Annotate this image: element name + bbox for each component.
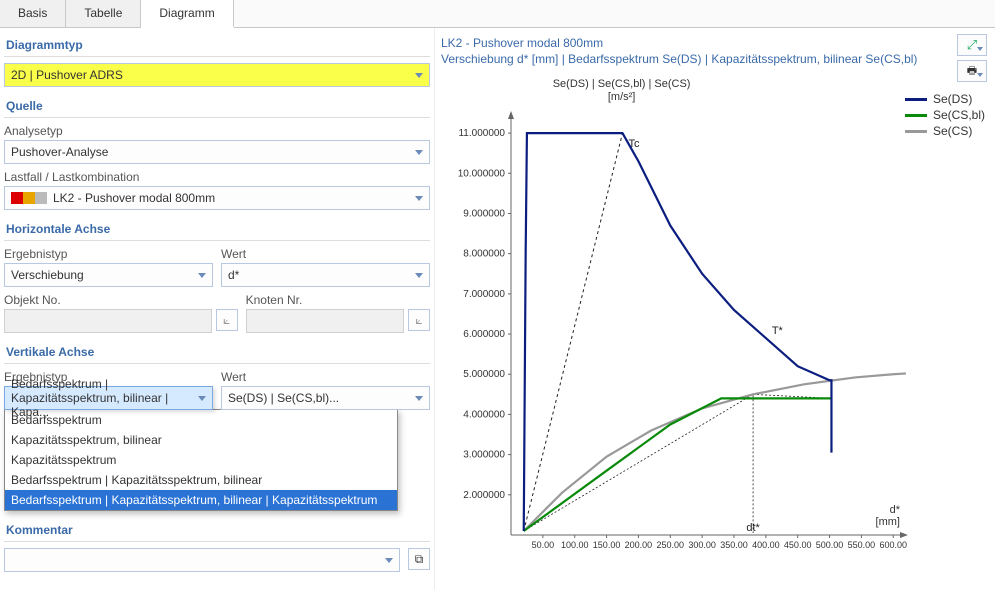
- svg-text:200.00: 200.00: [625, 540, 653, 550]
- legend-label-1: Se(CS,bl): [933, 108, 985, 122]
- right-panel: LK2 - Pushover modal 800mm Verschiebung …: [435, 28, 995, 590]
- tab-basis[interactable]: Basis: [0, 0, 66, 27]
- svg-text:500.00: 500.00: [816, 540, 844, 550]
- chart-title: LK2 - Pushover modal 800mm Verschiebung …: [441, 34, 987, 73]
- chart-title-line1: LK2 - Pushover modal 800mm: [441, 36, 987, 52]
- v-wert-value: Se(DS) | Se(CS,bl)...: [228, 391, 339, 405]
- pointer-icon: ⟀: [415, 313, 422, 328]
- svg-text:Se(DS) | Se(CS,bl) | Se(CS): Se(DS) | Se(CS,bl) | Se(CS): [553, 78, 691, 90]
- lastfall-chips: [11, 192, 47, 204]
- h-wert-value: d*: [228, 268, 239, 282]
- chart-legend: Se(DS) Se(CS,bl) Se(CS): [905, 92, 985, 140]
- legend-item-1: Se(CS,bl): [905, 108, 985, 122]
- svg-text:[mm]: [mm]: [876, 516, 900, 528]
- lastfall-label: Lastfall / Lastkombination: [4, 170, 430, 184]
- left-panel: Diagrammtyp 2D | Pushover ADRS Quelle An…: [0, 28, 435, 590]
- svg-text:T*: T*: [772, 325, 784, 337]
- svg-text:400.00: 400.00: [752, 540, 780, 550]
- knoten-pick-button: ⟀: [408, 309, 430, 331]
- legend-swatch-0: [905, 98, 927, 101]
- knoten-label: Knoten Nr.: [246, 293, 430, 307]
- svg-text:11.000000: 11.000000: [458, 128, 505, 139]
- h-wert-select[interactable]: d*: [221, 263, 430, 287]
- v-ergebnistyp-select[interactable]: Bedarfsspektrum | Kapazitätsspektrum, bi…: [4, 386, 213, 410]
- svg-text:250.00: 250.00: [657, 540, 685, 550]
- section-vachse: Vertikale Achse: [4, 341, 430, 364]
- svg-text:Tc: Tc: [628, 138, 640, 150]
- svg-text:10.000000: 10.000000: [458, 168, 506, 179]
- chart-toolbar: ⤢ 🖶: [957, 34, 987, 82]
- chart-title-line2: Verschiebung d* [mm] | Bedarfsspektrum S…: [441, 52, 987, 68]
- diagrammtyp-value: 2D | Pushover ADRS: [11, 68, 123, 82]
- lastfall-value: LK2 - Pushover modal 800mm: [53, 191, 215, 205]
- section-hachse: Horizontale Achse: [4, 218, 430, 241]
- section-kommentar: Kommentar: [4, 519, 430, 542]
- diagrammtyp-select[interactable]: 2D | Pushover ADRS: [4, 63, 430, 87]
- tab-bar: Basis Tabelle Diagramm: [0, 0, 995, 28]
- svg-text:600.00: 600.00: [879, 540, 907, 550]
- svg-text:50.00: 50.00: [532, 540, 555, 550]
- svg-text:150.00: 150.00: [593, 540, 621, 550]
- legend-label-0: Se(DS): [933, 92, 972, 106]
- svg-text:300.00: 300.00: [688, 540, 716, 550]
- h-ergebnistyp-value: Verschiebung: [11, 268, 84, 282]
- v-ergebnistyp-value: Bedarfsspektrum | Kapazitätsspektrum, bi…: [11, 377, 206, 419]
- svg-text:100.00: 100.00: [561, 540, 589, 550]
- dd-option-4[interactable]: Bedarfsspektrum | Kapazitätsspektrum, bi…: [5, 490, 397, 510]
- svg-text:7.000000: 7.000000: [463, 289, 505, 300]
- analysetyp-value: Pushover-Analyse: [11, 145, 108, 159]
- chart-print-button[interactable]: 🖶: [957, 60, 987, 82]
- legend-swatch-1: [905, 114, 927, 117]
- objekt-input: [4, 309, 212, 333]
- legend-label-2: Se(CS): [933, 124, 972, 138]
- svg-text:3.000000: 3.000000: [463, 450, 505, 461]
- h-ergebnistyp-select[interactable]: Verschiebung: [4, 263, 213, 287]
- axes-icon: ⤢: [967, 37, 977, 53]
- v-wert-select[interactable]: Se(DS) | Se(CS,bl)...: [221, 386, 430, 410]
- analysetyp-select[interactable]: Pushover-Analyse: [4, 140, 430, 164]
- chart-axes-button[interactable]: ⤢: [957, 34, 987, 56]
- lastfall-select[interactable]: LK2 - Pushover modal 800mm: [4, 186, 430, 210]
- legend-item-2: Se(CS): [905, 124, 985, 138]
- v-ergebnistyp-dropdown[interactable]: Bedarfsspektrum Kapazitätsspektrum, bili…: [4, 409, 398, 511]
- svg-text:dt*: dt*: [746, 522, 760, 534]
- section-diagrammtyp: Diagrammtyp: [4, 34, 430, 57]
- kommentar-copy-button[interactable]: ⧉: [408, 548, 430, 570]
- svg-text:8.000000: 8.000000: [463, 249, 505, 260]
- svg-text:[m/s²]: [m/s²]: [608, 91, 636, 103]
- pointer-icon: ⟀: [223, 313, 230, 328]
- svg-text:6.000000: 6.000000: [463, 329, 505, 340]
- svg-text:d*: d*: [890, 504, 901, 516]
- objekt-label: Objekt No.: [4, 293, 238, 307]
- kommentar-select[interactable]: [4, 548, 400, 572]
- print-icon: 🖶: [967, 62, 977, 81]
- chart-canvas: Se(DS) | Se(CS,bl) | Se(CS)[m/s²] 2.00000…: [441, 73, 916, 573]
- tab-tabelle[interactable]: Tabelle: [66, 0, 141, 27]
- svg-text:5.000000: 5.000000: [463, 369, 505, 380]
- legend-swatch-2: [905, 130, 927, 133]
- tab-diagramm[interactable]: Diagramm: [141, 0, 233, 28]
- knoten-input: [246, 309, 404, 333]
- svg-text:2.000000: 2.000000: [463, 490, 505, 501]
- svg-text:9.000000: 9.000000: [463, 209, 505, 220]
- svg-text:450.00: 450.00: [784, 540, 812, 550]
- analysetyp-label: Analysetyp: [4, 124, 430, 138]
- legend-item-0: Se(DS): [905, 92, 985, 106]
- dd-option-2[interactable]: Kapazitätsspektrum: [5, 450, 397, 470]
- h-ergebnistyp-label: Ergebnistyp: [4, 247, 213, 261]
- dd-option-3[interactable]: Bedarfsspektrum | Kapazitätsspektrum, bi…: [5, 470, 397, 490]
- v-wert-label: Wert: [221, 370, 430, 384]
- svg-text:4.000000: 4.000000: [463, 410, 505, 421]
- h-wert-label: Wert: [221, 247, 430, 261]
- section-quelle: Quelle: [4, 95, 430, 118]
- svg-text:550.00: 550.00: [848, 540, 876, 550]
- dd-option-1[interactable]: Kapazitätsspektrum, bilinear: [5, 430, 397, 450]
- objekt-pick-button: ⟀: [216, 309, 238, 331]
- copy-icon: ⧉: [415, 552, 424, 567]
- svg-text:350.00: 350.00: [720, 540, 748, 550]
